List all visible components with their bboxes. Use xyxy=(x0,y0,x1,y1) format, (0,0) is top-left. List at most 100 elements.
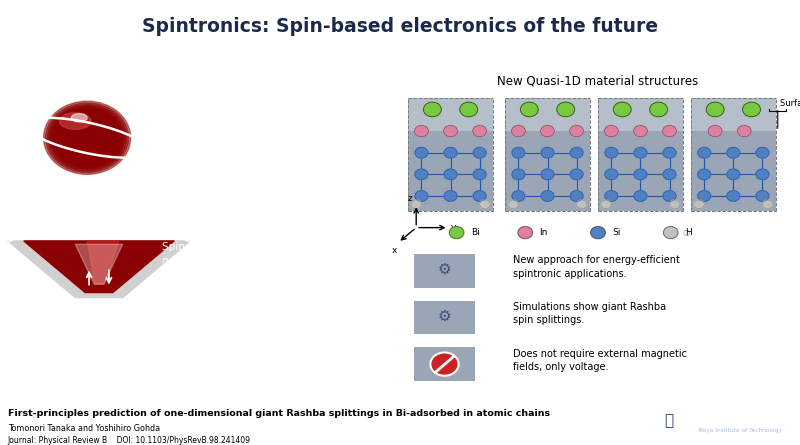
Point xyxy=(594,208,603,214)
Point xyxy=(542,166,552,172)
Text: More energy efficient: More energy efficient xyxy=(158,198,278,208)
Point xyxy=(658,193,668,198)
Point xyxy=(566,193,575,198)
Point xyxy=(468,172,478,177)
Circle shape xyxy=(70,124,103,152)
Point xyxy=(606,177,616,182)
Circle shape xyxy=(541,169,554,180)
Text: H: H xyxy=(685,228,692,237)
Text: However, conventional Rashba systems require
external magnetic fields.: However, conventional Rashba systems req… xyxy=(68,349,328,373)
Point xyxy=(613,172,622,177)
Point xyxy=(566,150,575,155)
Point xyxy=(686,95,696,101)
Ellipse shape xyxy=(59,113,91,129)
Point xyxy=(500,208,510,214)
Point xyxy=(594,95,603,101)
Point xyxy=(758,188,767,193)
Point xyxy=(446,177,455,182)
Point xyxy=(613,193,622,198)
Circle shape xyxy=(512,190,525,201)
Circle shape xyxy=(727,190,740,201)
Circle shape xyxy=(65,119,110,157)
Text: Bi: Bi xyxy=(470,228,479,237)
Text: x: x xyxy=(391,246,397,255)
Point xyxy=(500,95,510,101)
Circle shape xyxy=(634,190,647,201)
Circle shape xyxy=(756,190,769,201)
Circle shape xyxy=(670,200,680,209)
Point xyxy=(678,95,688,101)
Point xyxy=(758,177,767,182)
Point xyxy=(606,155,616,161)
Polygon shape xyxy=(691,98,776,131)
Polygon shape xyxy=(24,241,174,292)
Circle shape xyxy=(411,200,422,209)
Point xyxy=(439,150,449,155)
Circle shape xyxy=(73,125,102,150)
Point xyxy=(729,166,738,172)
Circle shape xyxy=(423,102,442,117)
Circle shape xyxy=(601,200,611,209)
Point xyxy=(536,193,546,198)
Point xyxy=(665,155,674,161)
Point xyxy=(594,95,603,101)
Point xyxy=(549,193,558,198)
Point xyxy=(403,95,413,101)
Circle shape xyxy=(81,133,93,143)
Point xyxy=(613,150,622,155)
Circle shape xyxy=(46,103,129,173)
Point xyxy=(452,172,462,177)
Point xyxy=(606,166,616,172)
Circle shape xyxy=(450,227,464,239)
Point xyxy=(468,150,478,155)
Circle shape xyxy=(634,125,647,137)
Point xyxy=(686,95,696,101)
Point xyxy=(642,150,652,155)
Point xyxy=(403,95,413,101)
Point xyxy=(452,150,462,155)
Text: E: E xyxy=(107,213,113,222)
Circle shape xyxy=(706,102,724,117)
Point xyxy=(585,95,594,101)
Circle shape xyxy=(512,169,525,180)
Circle shape xyxy=(590,227,606,239)
Circle shape xyxy=(444,169,457,180)
Text: New Quasi-1D material structures: New Quasi-1D material structures xyxy=(498,75,698,88)
Point xyxy=(706,193,715,198)
Point xyxy=(771,208,781,214)
Circle shape xyxy=(56,112,118,164)
Point xyxy=(629,193,638,198)
Ellipse shape xyxy=(71,113,87,122)
Point xyxy=(549,172,558,177)
Circle shape xyxy=(518,227,533,239)
Circle shape xyxy=(727,147,740,158)
Point xyxy=(403,208,413,214)
Point xyxy=(699,155,709,161)
FancyBboxPatch shape xyxy=(414,301,474,334)
Point xyxy=(468,193,478,198)
Circle shape xyxy=(698,147,710,158)
Point xyxy=(446,188,455,193)
Point xyxy=(536,172,546,177)
Circle shape xyxy=(66,121,108,155)
Circle shape xyxy=(60,115,114,160)
Point xyxy=(439,172,449,177)
Polygon shape xyxy=(87,241,119,284)
Circle shape xyxy=(698,169,710,180)
Polygon shape xyxy=(598,98,683,131)
Circle shape xyxy=(662,125,676,137)
Point xyxy=(642,193,652,198)
Point xyxy=(658,172,668,177)
Point xyxy=(751,172,761,177)
Circle shape xyxy=(663,190,676,201)
Circle shape xyxy=(738,125,751,137)
FancyBboxPatch shape xyxy=(642,405,695,437)
Point xyxy=(729,177,738,182)
Circle shape xyxy=(48,105,126,171)
Point xyxy=(475,155,485,161)
Point xyxy=(771,208,781,214)
Circle shape xyxy=(541,190,554,201)
Text: ⚙: ⚙ xyxy=(438,308,451,324)
Circle shape xyxy=(58,113,116,162)
Circle shape xyxy=(605,125,618,137)
